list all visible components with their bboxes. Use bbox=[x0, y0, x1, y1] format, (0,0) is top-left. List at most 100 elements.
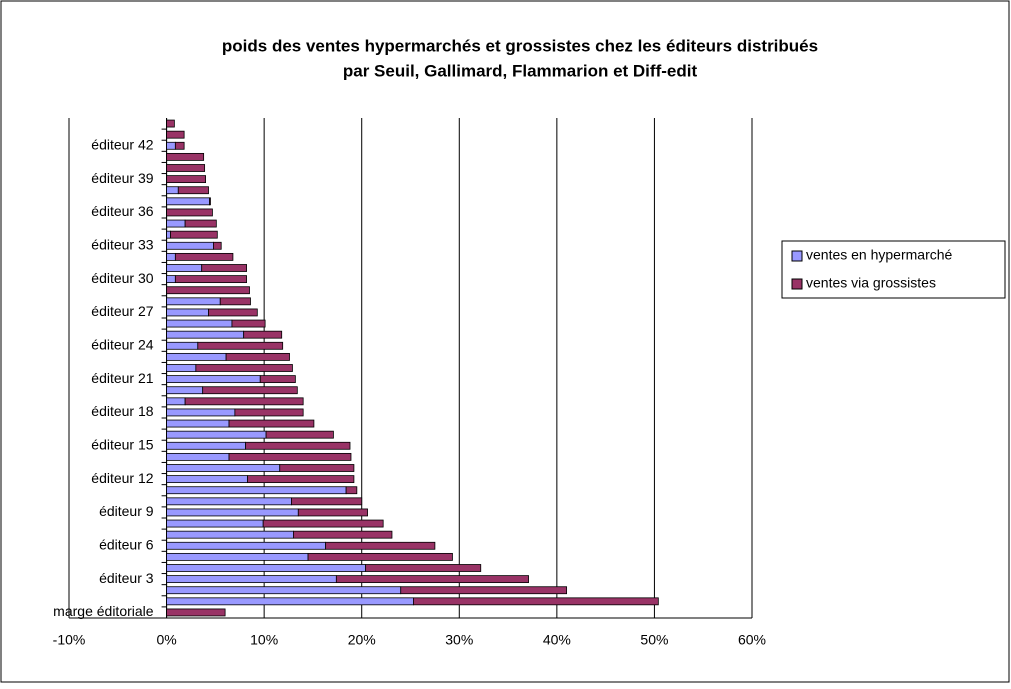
bar bbox=[297, 508, 368, 517]
y-tick-label: éditeur 18 bbox=[91, 403, 153, 419]
bar bbox=[365, 564, 482, 572]
y-tick-label: éditeur 6 bbox=[99, 536, 154, 552]
legend-label: ventes en hypermarché bbox=[806, 247, 953, 263]
bar bbox=[265, 430, 334, 439]
bar bbox=[170, 230, 218, 239]
y-tick-label: éditeur 3 bbox=[99, 570, 154, 586]
chart-subtitle: par Seuil, Gallimard, Flammarion et Diff… bbox=[343, 61, 698, 80]
bar bbox=[219, 297, 251, 306]
bar bbox=[291, 497, 363, 506]
legend-label: ventes via grossistes bbox=[806, 275, 936, 291]
bar bbox=[166, 364, 197, 372]
bar bbox=[166, 119, 175, 128]
bar bbox=[166, 408, 236, 417]
x-tick-label: 30% bbox=[445, 632, 473, 648]
bar bbox=[166, 475, 248, 484]
y-tick-label: éditeur 33 bbox=[91, 236, 153, 252]
bar bbox=[245, 441, 351, 450]
x-tick-label: 10% bbox=[250, 632, 278, 648]
bar bbox=[413, 597, 659, 606]
bar bbox=[262, 519, 384, 528]
y-tick-label: éditeur 15 bbox=[91, 436, 153, 452]
y-tick-label: éditeur 9 bbox=[99, 503, 154, 519]
bar bbox=[293, 530, 393, 539]
bar bbox=[166, 530, 294, 539]
bar bbox=[166, 241, 214, 250]
bar bbox=[166, 386, 204, 395]
bar bbox=[166, 541, 327, 550]
bar bbox=[166, 397, 186, 406]
bar bbox=[325, 541, 436, 550]
bar bbox=[208, 308, 258, 317]
bar bbox=[166, 564, 367, 572]
bar bbox=[166, 286, 250, 295]
bar bbox=[174, 252, 234, 261]
legend-box bbox=[781, 240, 1006, 299]
bar bbox=[166, 197, 210, 206]
x-tick-label: 20% bbox=[348, 632, 376, 648]
bar bbox=[166, 608, 226, 617]
bar bbox=[166, 519, 264, 528]
bar bbox=[174, 141, 185, 150]
bar bbox=[213, 241, 222, 250]
bar bbox=[166, 130, 185, 139]
bar bbox=[201, 264, 247, 272]
bar bbox=[166, 230, 171, 239]
bar bbox=[166, 164, 206, 172]
bar bbox=[166, 264, 203, 272]
y-tick-label: éditeur 39 bbox=[91, 170, 153, 186]
y-tick-label: marge éditoriale bbox=[53, 603, 154, 619]
bar bbox=[166, 497, 292, 506]
bar bbox=[166, 208, 213, 217]
bar bbox=[345, 486, 358, 495]
bar bbox=[166, 452, 230, 461]
bar bbox=[166, 464, 281, 472]
bar bbox=[166, 186, 179, 195]
bar bbox=[228, 419, 315, 428]
y-tick-label: éditeur 24 bbox=[91, 336, 153, 352]
bar bbox=[307, 552, 453, 561]
bar bbox=[166, 341, 199, 350]
bar bbox=[166, 430, 267, 439]
bar bbox=[166, 419, 230, 428]
bar bbox=[279, 464, 355, 472]
bar bbox=[184, 397, 304, 406]
bar bbox=[166, 252, 176, 261]
bar bbox=[166, 308, 209, 317]
bar bbox=[228, 452, 352, 461]
bar bbox=[166, 375, 261, 384]
legend-swatch bbox=[791, 278, 803, 290]
bar bbox=[166, 219, 186, 228]
bar bbox=[166, 441, 247, 450]
bar bbox=[231, 319, 266, 328]
bar bbox=[243, 330, 283, 339]
y-tick-label: éditeur 36 bbox=[91, 203, 153, 219]
y-tick-label: éditeur 27 bbox=[91, 303, 153, 319]
bar bbox=[259, 375, 296, 384]
x-tick-label: 40% bbox=[543, 632, 571, 648]
bar bbox=[166, 586, 402, 595]
chart-title: poids des ventes hypermarchés et grossis… bbox=[222, 36, 818, 55]
legend-swatch bbox=[791, 250, 803, 262]
bar bbox=[209, 197, 211, 206]
bar bbox=[184, 219, 217, 228]
bar bbox=[166, 575, 337, 584]
bar bbox=[166, 508, 299, 517]
x-tick-label: 0% bbox=[156, 632, 176, 648]
bar bbox=[247, 475, 355, 484]
bar bbox=[335, 575, 529, 584]
bar bbox=[174, 275, 247, 284]
bar bbox=[234, 408, 304, 417]
y-tick-label: éditeur 12 bbox=[91, 470, 153, 486]
y-tick-label: éditeur 30 bbox=[91, 270, 153, 286]
bar bbox=[166, 141, 176, 150]
bar bbox=[166, 297, 221, 306]
bar bbox=[166, 330, 245, 339]
bar bbox=[225, 352, 290, 361]
bar bbox=[166, 275, 176, 284]
bar bbox=[177, 186, 209, 195]
x-tick-label: 60% bbox=[738, 632, 766, 648]
bar bbox=[202, 386, 298, 395]
bar bbox=[166, 486, 347, 495]
